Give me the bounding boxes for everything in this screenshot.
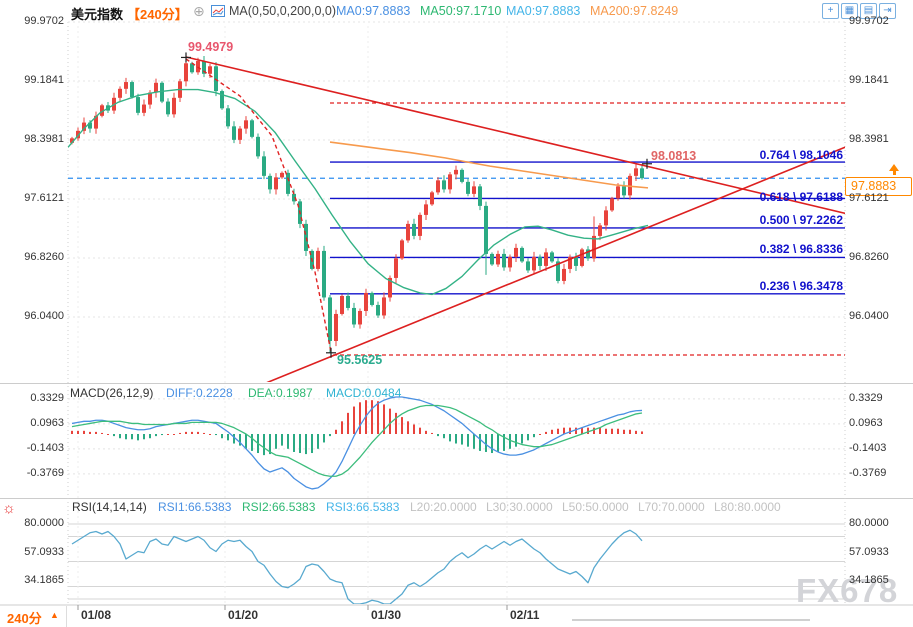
main-axis-left-tick: 99.1841 [24, 73, 64, 86]
grid-view-icon[interactable]: ▦ [841, 3, 858, 19]
fib-label-0618: 0.618 \ 97.6188 [759, 190, 843, 204]
rsi-axis-left-tick: 34.1865 [24, 574, 64, 587]
date-label: 01/20 [228, 608, 259, 622]
rsi1-value: RSI1:66.5383 [158, 500, 232, 514]
peak-price-label: 99.4979 [188, 40, 234, 54]
main-axis-right-tick: 99.9702 [849, 15, 889, 27]
rsi-l80-label: L80:80.0000 [714, 500, 781, 514]
macd-axis-right-tick: -0.3769 [849, 466, 887, 479]
fib-label-0236: 0.236 \ 96.3478 [759, 279, 843, 293]
fib-label-0500: 0.500 \ 97.2262 [759, 213, 843, 227]
rsi-axis-right-tick: 34.1865 [849, 574, 889, 587]
swing-high-label: 98.0813 [651, 149, 697, 163]
rsi-l30-label: L30:30.0000 [486, 500, 553, 514]
date-label: 02/11 [510, 608, 540, 622]
main-axis-left-tick: 96.0400 [24, 309, 64, 322]
main-axis-left-tick: 96.8260 [24, 250, 64, 263]
rsi-axis-left-tick: 80.0000 [24, 517, 64, 529]
period-selector-label: 240分 [7, 611, 42, 626]
rsi-axis-left-tick: 57.0933 [24, 545, 64, 558]
rsi-l70-label: L70:70.0000 [638, 500, 705, 514]
rsi-l50-label: L50:50.0000 [562, 500, 629, 514]
period-label[interactable]: 【240分】 [127, 7, 188, 22]
ma50-value: MA50:97.1710 [420, 4, 502, 18]
macd-title[interactable]: MACD(26,12,9) [70, 386, 154, 400]
macd-axis-right-tick: 0.3329 [849, 391, 883, 404]
date-label: 01/30 [371, 608, 402, 622]
main-axis-right-tick: 96.0400 [849, 309, 889, 322]
main-axis-right-tick: 99.1841 [849, 73, 889, 86]
ma0b-value: MA0:97.8883 [506, 4, 581, 18]
period-selector[interactable]: 240分 ▲ [0, 606, 67, 627]
swing-low-label: 95.5625 [337, 353, 383, 367]
ma200-value: MA200:97.8249 [590, 4, 679, 18]
macd-value: MACD:0.0484 [326, 386, 402, 400]
macd-diff-value: DIFF:0.2228 [166, 386, 233, 400]
fib-label-0382: 0.382 \ 96.8336 [759, 242, 843, 256]
main-axis-left-tick: 97.6121 [24, 191, 64, 204]
main-axis-right-tick: 97.6121 [849, 191, 889, 204]
rsi-l20-label: L20:20.0000 [410, 500, 477, 514]
rsi-axis-right-tick: 57.0933 [849, 545, 889, 558]
rsi-title[interactable]: RSI(14,14,14) [72, 500, 147, 514]
macd-axis-left-tick: 0.3329 [30, 391, 64, 404]
pan-tool-icon[interactable]: + [822, 3, 839, 19]
price-up-arrow-icon [889, 164, 899, 175]
period-selector-arrow: ▲ [50, 610, 59, 620]
panel-view-icon[interactable]: ▤ [860, 3, 877, 19]
rsi3-value: RSI3:66.5383 [326, 500, 400, 514]
fib-label-0764: 0.764 \ 98.1046 [759, 148, 843, 162]
rsi2-value: RSI2:66.5383 [242, 500, 316, 514]
macd-dea-value: DEA:0.1987 [248, 386, 313, 400]
macd-axis-left-tick: 0.0963 [30, 416, 64, 429]
current-price-tag: 97.8883 [845, 177, 912, 196]
add-indicator-icon[interactable]: ⊕ [193, 3, 205, 19]
macd-axis-right-tick: 0.0963 [849, 416, 883, 429]
main-axis-right-tick: 98.3981 [849, 132, 889, 145]
ma0-value: MA0:97.8883 [336, 4, 411, 18]
mini-chart-icon[interactable] [211, 5, 225, 17]
jump-latest-icon[interactable]: ⇥ [879, 3, 896, 19]
main-axis-left-tick: 98.3981 [24, 132, 64, 145]
ma-formula: MA(0,50,0,200,0,0) [229, 4, 337, 18]
macd-axis-left-tick: -0.3769 [26, 466, 64, 479]
date-label: 01/08 [81, 608, 112, 622]
rsi-axis-right-tick: 80.0000 [849, 517, 889, 529]
settings-sun-icon[interactable]: ☼ [2, 500, 16, 517]
macd-axis-right-tick: -0.1403 [849, 441, 887, 454]
watermark: FX678 [796, 572, 899, 609]
horizontal-scrollbar[interactable] [572, 619, 810, 621]
main-axis-right-tick: 96.8260 [849, 250, 889, 263]
main-axis-left-tick: 99.9702 [24, 15, 64, 27]
symbol-title: 美元指数 [71, 7, 124, 22]
macd-axis-left-tick: -0.1403 [26, 441, 64, 454]
